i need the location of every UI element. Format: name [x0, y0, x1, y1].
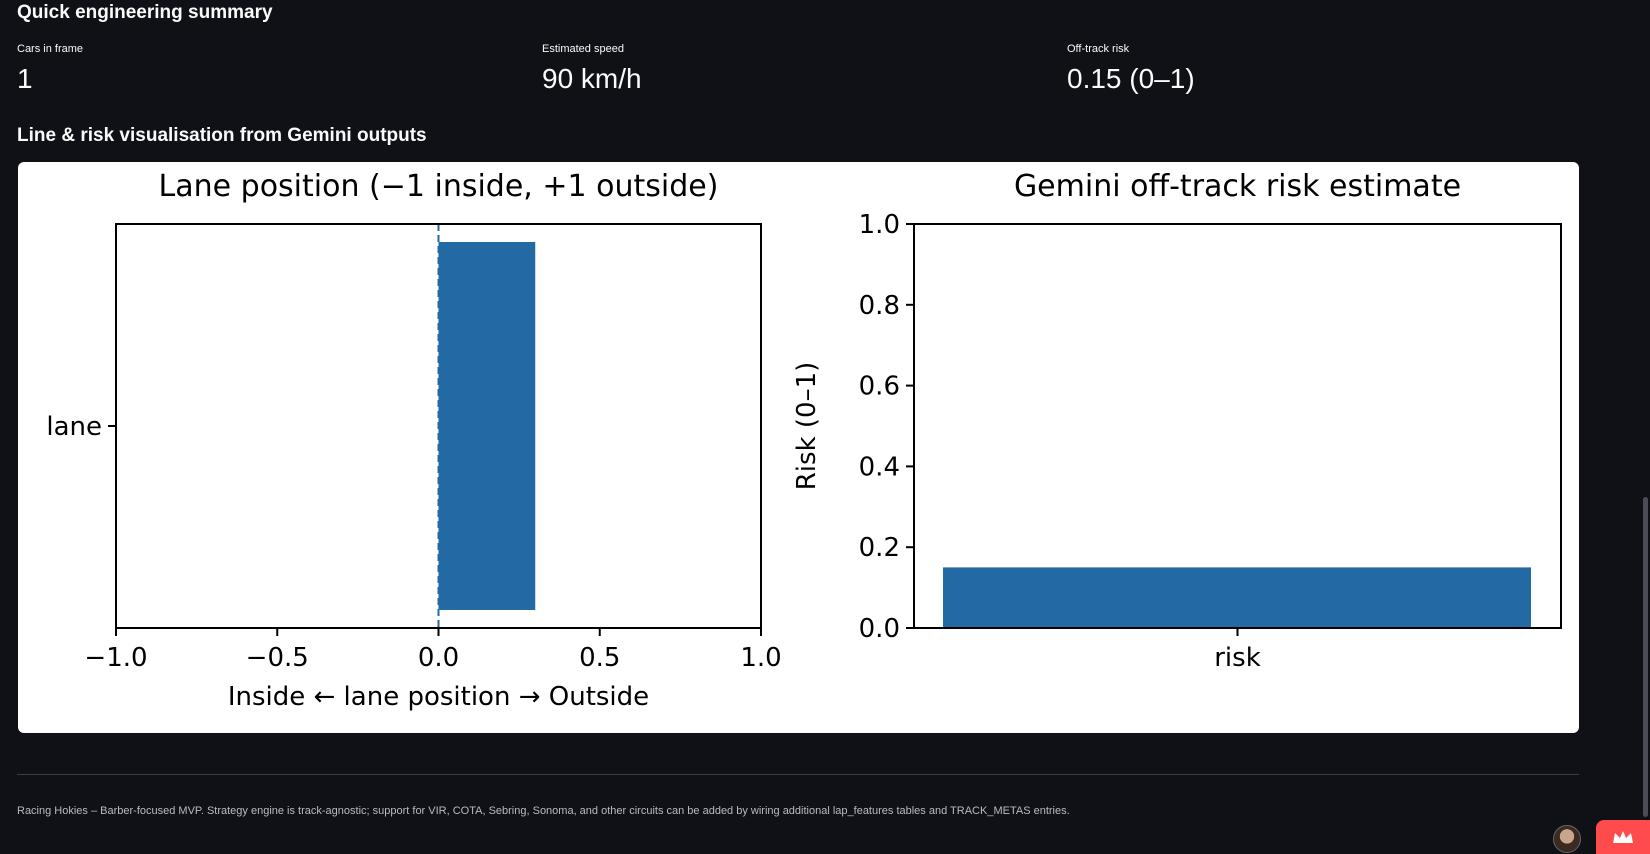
page-scrollbar[interactable] — [1643, 497, 1648, 817]
metric-off-track-risk: Off-track risk 0.15 (0–1) — [1067, 43, 1195, 95]
chart-svg: Lane position (−1 inside, +1 outside) −1.… — [46, 169, 1562, 712]
metric-value: 90 km/h — [542, 63, 642, 94]
chart2-ylabel: Risk (0–1) — [792, 362, 822, 491]
footer-caption: Racing Hokies – Barber-focused MVP. Stra… — [17, 805, 1070, 817]
crown-icon — [1613, 831, 1633, 843]
metric-label: Cars in frame — [17, 43, 84, 55]
y-tick-label: lane — [46, 412, 102, 442]
x-tick-label: 0.5 — [579, 643, 620, 673]
chart1-xlabel: Inside ← lane position → Outside — [228, 682, 649, 712]
avatar[interactable] — [1553, 825, 1581, 853]
visualisation-heading: Line & risk visualisation from Gemini ou… — [17, 125, 427, 146]
footer-divider — [17, 774, 1579, 775]
metric-estimated-speed: Estimated speed 90 km/h — [542, 43, 642, 95]
x-tick-label: risk — [1214, 643, 1261, 673]
metric-label: Off-track risk — [1067, 43, 1130, 55]
risk-bar — [943, 567, 1531, 628]
x-tick-label: 1.0 — [740, 643, 781, 673]
y-tick-label: 0.8 — [859, 291, 900, 321]
y-tick-label: 1.0 — [859, 210, 900, 240]
y-tick-label: 0.2 — [859, 533, 900, 563]
metric-cars-in-frame: Cars in frame 1 — [17, 43, 83, 95]
metric-label: Estimated speed — [542, 43, 624, 55]
summary-heading: Quick engineering summary — [17, 2, 273, 23]
chart-figure: Lane position (−1 inside, +1 outside) −1.… — [18, 162, 1579, 733]
x-tick-label: −0.5 — [246, 643, 309, 673]
chart2-title: Gemini off-track risk estimate — [1014, 169, 1461, 204]
y-tick-label: 0.4 — [859, 452, 900, 482]
chart1-title: Lane position (−1 inside, +1 outside) — [159, 169, 719, 204]
y-tick-label: 0.0 — [859, 614, 900, 644]
lane-bar — [438, 242, 536, 610]
x-tick-label: −1.0 — [84, 643, 147, 673]
x-tick-label: 0.0 — [418, 643, 459, 673]
metric-value: 1 — [17, 63, 33, 94]
streamlit-badge[interactable] — [1596, 820, 1650, 854]
y-tick-label: 0.6 — [859, 372, 900, 402]
metric-value: 0.15 (0–1) — [1067, 63, 1195, 94]
